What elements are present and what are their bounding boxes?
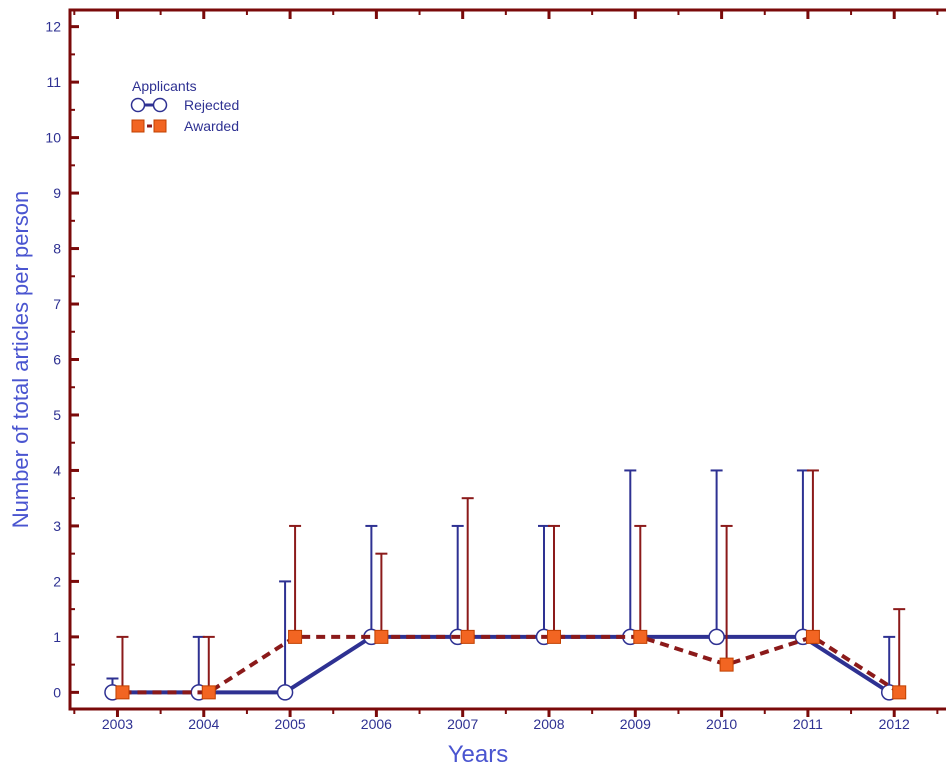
legend-awarded-marker-right: [153, 119, 167, 133]
legend-awarded-label: Awarded: [184, 118, 239, 134]
legend-rejected-label: Rejected: [184, 97, 239, 113]
y-tick-label: 0: [53, 684, 61, 700]
x-tick-label: 2008: [533, 716, 564, 732]
legend: Applicants Rejected Awarded: [130, 78, 239, 134]
data-point: [892, 685, 907, 700]
legend-item-rejected: Rejected: [130, 97, 239, 113]
y-tick-label: 6: [53, 352, 61, 368]
y-tick-label: 1: [53, 629, 61, 645]
y-tick-label: 9: [53, 185, 61, 201]
data-point: [288, 629, 303, 644]
data-point: [805, 629, 820, 644]
data-point: [546, 629, 561, 644]
data-point: [374, 629, 389, 644]
x-axis-title: Years: [448, 741, 509, 764]
data-point: [276, 684, 294, 701]
x-tick-label: 2007: [447, 716, 478, 732]
x-tick-label: 2003: [102, 716, 133, 732]
legend-item-awarded: Awarded: [131, 118, 239, 134]
x-tick-label: 2010: [706, 716, 737, 732]
y-tick-label: 8: [53, 241, 61, 257]
x-tick-label: 2005: [275, 716, 306, 732]
y-axis-title: Number of total articles per person: [8, 191, 33, 529]
x-tick-label: 2004: [188, 716, 219, 732]
legend-awarded-marker-left: [131, 119, 145, 133]
data-point: [115, 685, 130, 700]
x-tick-label: 2012: [879, 716, 910, 732]
y-tick-label: 7: [53, 296, 61, 312]
data-point: [460, 629, 475, 644]
series-layer: [104, 469, 907, 701]
y-tick-label: 5: [53, 407, 61, 423]
y-tick-label: 12: [45, 19, 61, 35]
y-tick-label: 4: [53, 462, 61, 478]
legend-rejected-marker-right: [152, 97, 168, 113]
legend-title: Applicants: [132, 78, 197, 94]
series-line: [122, 634, 901, 695]
x-tick-label: 2011: [793, 716, 823, 732]
data-point: [719, 657, 734, 672]
y-tick-label: 10: [45, 130, 61, 146]
data-point: [708, 628, 725, 646]
x-tick-label: 2006: [361, 716, 392, 732]
series-awarded: [115, 469, 907, 700]
x-tick-label: 2009: [620, 716, 651, 732]
y-tick-label: 3: [53, 518, 61, 534]
series-line: [112, 634, 891, 695]
data-point: [201, 685, 216, 700]
series-rejected: [104, 469, 898, 701]
data-point: [633, 629, 648, 644]
legend-rejected-marker-left: [130, 97, 146, 113]
y-tick-label: 11: [46, 74, 61, 90]
y-tick-label: 2: [53, 573, 61, 589]
